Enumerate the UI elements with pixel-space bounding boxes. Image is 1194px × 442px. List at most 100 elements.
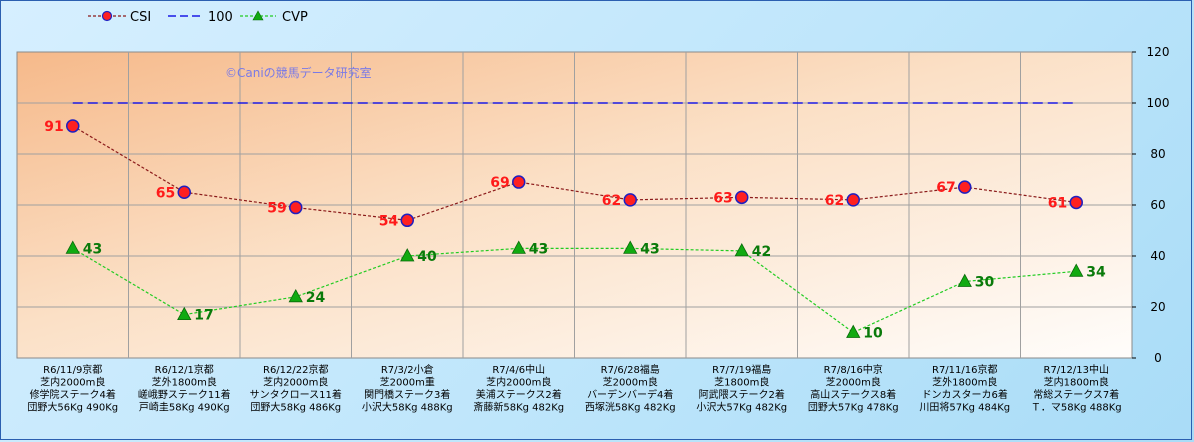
x-category-line: 戸崎圭58Kg 490Kg	[139, 401, 230, 414]
x-category-line: サンタクロース11着	[250, 388, 342, 401]
x-category-line: 小沢大58Kg 488Kg	[362, 401, 453, 414]
data-label: 54	[379, 213, 399, 229]
x-category-line: 斎藤新58Kg 482Kg	[473, 401, 564, 414]
legend-label: CVP	[282, 10, 308, 25]
x-category-line: 芝内2000m良	[486, 376, 551, 389]
data-point	[65, 240, 80, 254]
series-line	[72, 125, 1077, 221]
x-category-line: R7/7/19福島	[712, 363, 771, 376]
data-label: 63	[713, 190, 732, 206]
data-point	[177, 185, 191, 199]
data-point	[400, 248, 415, 262]
y-tick-label: 120	[1147, 45, 1170, 59]
data-label: 43	[529, 241, 548, 257]
legend-marker	[101, 10, 113, 22]
data-label: 43	[640, 241, 659, 257]
x-category-line: 西塚洸58Kg 482Kg	[585, 401, 676, 414]
x-category-line: 芝内1800m良	[1044, 376, 1109, 389]
data-label: 61	[1048, 195, 1067, 211]
x-category-line: ドンカスターカ6着	[922, 388, 1008, 401]
x-category-line: 関門橋ステーク3着	[364, 388, 450, 401]
data-label: 69	[490, 175, 509, 191]
x-category-line: 芝2000m良	[603, 376, 658, 389]
x-category-line: 団野大58Kg 486Kg	[250, 401, 341, 414]
x-category-line: 芝内2000m良	[40, 376, 105, 389]
data-label: 17	[194, 308, 213, 324]
x-category-line: R7/8/16中京	[824, 363, 883, 376]
x-category-line: 芝2000m重	[380, 376, 435, 389]
legend-label: CSI	[130, 10, 151, 25]
x-category-line: R6/11/9京都	[43, 363, 102, 376]
data-label: 43	[83, 241, 102, 257]
data-label: 67	[936, 180, 955, 196]
y-tick-label: 20	[1150, 300, 1165, 314]
x-category-line: 川田将57Kg 484Kg	[919, 402, 1010, 414]
x-category-line: R7/12/13中山	[1044, 363, 1110, 376]
data-label: 40	[417, 249, 437, 265]
x-category-line: 芝外1800m良	[152, 376, 217, 389]
series-2: 43 17 24 40 43 43 42 10 30 34	[65, 240, 1106, 342]
x-category-line: 修学院ステーク4着	[30, 388, 116, 401]
x-category-line: 芝1800m良	[714, 376, 769, 389]
legend: CSI 100 CVP	[88, 10, 308, 25]
x-category-line: Ｔ．マ58Kg 488Kg	[1031, 403, 1122, 414]
x-category-line: R7/11/16京都	[932, 363, 998, 376]
data-label: 30	[975, 275, 995, 291]
data-label: 42	[752, 244, 771, 260]
legend-item: CSI	[88, 10, 151, 25]
data-point	[1069, 263, 1084, 277]
legend-marker	[252, 10, 264, 21]
y-axis: 0 20 40 60 80 100 120	[1132, 45, 1169, 365]
x-category-line: 常総ステークス7着	[1033, 388, 1119, 401]
y-tick-label: 40	[1150, 249, 1165, 263]
x-category-line: R7/4/6中山	[492, 363, 545, 376]
data-point	[735, 190, 749, 205]
series-line	[72, 247, 1077, 334]
data-label: 24	[306, 290, 326, 306]
series-0: 91 65 59 54 69 62 63 62 67 61	[44, 119, 1083, 229]
data-point	[66, 119, 80, 133]
data-label: 62	[825, 193, 844, 209]
x-category-line: R6/12/1京都	[155, 363, 214, 376]
x-category-line: 団野大57Kg 478Kg	[808, 401, 899, 414]
y-tick-label: 60	[1150, 198, 1165, 212]
x-category-line: R7/3/2小倉	[381, 363, 434, 376]
x-category-line: 高山ステークス8着	[810, 388, 896, 401]
data-point	[623, 193, 637, 207]
data-point	[957, 273, 972, 287]
x-category-line: 芝内2000m良	[263, 376, 328, 389]
data-label: 59	[267, 201, 286, 217]
y-tick-label: 100	[1147, 96, 1170, 110]
data-point	[846, 324, 861, 338]
legend-item: 100	[168, 10, 233, 25]
x-category-line: バーデンバーデ4着	[587, 388, 673, 401]
data-point	[511, 240, 526, 254]
data-point	[846, 193, 860, 207]
y-tick-label: 80	[1150, 147, 1165, 161]
data-point	[734, 243, 749, 257]
x-category-line: 団野大56Kg 490Kg	[27, 401, 118, 414]
x-category-line: 小沢大57Kg 482Kg	[696, 401, 787, 414]
data-label: 65	[156, 185, 175, 201]
data-point	[1069, 195, 1083, 210]
x-category-line: 芝2000m良	[826, 376, 881, 389]
y-tick-label: 0	[1154, 351, 1162, 365]
x-category-line: 芝外1800m良	[932, 376, 997, 389]
data-point	[289, 200, 303, 215]
series-layer: 91 65 59 54 69 62 63 62 67 61 43 17 24 40 43 43 42 10 30 34	[44, 102, 1106, 342]
data-point	[623, 240, 638, 254]
x-category-line: 美浦ステークス2着	[476, 388, 562, 401]
